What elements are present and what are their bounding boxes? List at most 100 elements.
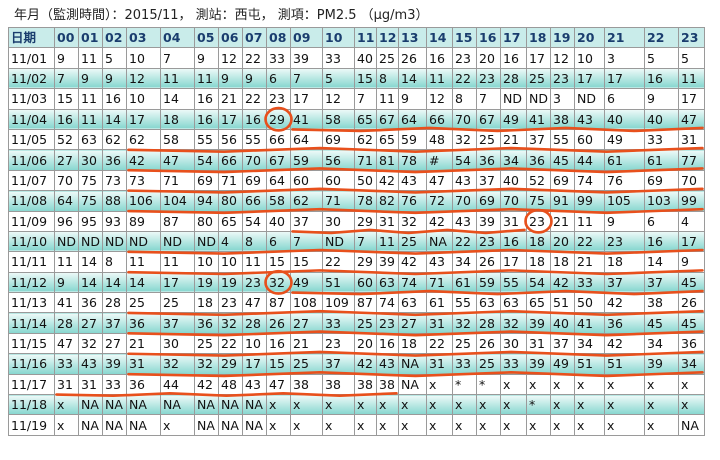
value-cell: 40 (266, 210, 291, 232)
value-cell: 47 (678, 108, 705, 130)
value-cell: 42 (398, 251, 427, 273)
value-cell: 21 (290, 332, 323, 355)
table-row: 11/04 16 11 14 17 18 16 17 16 29 41 58 65 67 64 66 70 67 4… (8, 108, 705, 130)
value-cell: 27 (54, 149, 79, 171)
value-cell: 51 (550, 292, 575, 314)
value-cell: 23 (242, 271, 267, 294)
value-cell: x (54, 414, 79, 436)
header-row: 日期 00 01 02 03 04 05 06 07 08 09 10 11 12 13 14 15 16 17 18… (8, 26, 705, 49)
value-cell: 43 (452, 169, 477, 192)
value-cell: x (290, 394, 323, 416)
value-cell: 11 (160, 67, 195, 90)
value-cell: x (526, 373, 551, 396)
value-cell: 9 (218, 67, 243, 90)
date-cell: 11/09 (8, 210, 55, 232)
value-cell: 95 (78, 210, 103, 232)
value-cell: 37 (476, 169, 501, 192)
column-header: 05 (194, 26, 219, 49)
value-cell: 17 (500, 251, 527, 273)
value-cell: 39 (102, 353, 127, 375)
value-cell: x (500, 373, 527, 396)
value-cell: 31 (426, 312, 453, 334)
column-header: 23 (678, 26, 705, 49)
value-cell: 39 (644, 353, 679, 375)
value-cell: x (322, 414, 355, 436)
value-cell: 12 (550, 47, 575, 69)
value-cell: 21 (500, 128, 527, 151)
value-cell: 49 (604, 128, 645, 151)
value-cell: 52 (526, 169, 551, 192)
value-cell: x (452, 394, 477, 416)
value-cell: 81 (376, 149, 399, 171)
value-cell: 16 (54, 108, 79, 130)
value-cell: 64 (54, 190, 79, 212)
value-cell: 12 (322, 88, 355, 110)
value-cell: 8 (376, 67, 399, 90)
value-cell: 55 (242, 128, 267, 151)
value-cell: 69 (194, 169, 219, 192)
value-cell: 17 (574, 67, 605, 90)
value-cell: 94 (194, 190, 219, 212)
value-cell: 70 (54, 169, 79, 192)
value-cell: ND (160, 230, 195, 253)
value-cell: 18 (160, 108, 195, 130)
value-cell: * (452, 373, 477, 396)
value-cell: 14 (102, 108, 127, 130)
value-cell: 30 (78, 149, 103, 171)
value-cell: 32 (452, 128, 477, 151)
value-cell: NA (102, 394, 127, 416)
value-cell: 73 (102, 169, 127, 192)
table-row: 11/01 9 11 5 10 7 9 12 22 33 39 33 40 25 26 16 23 20 16 17 1… (8, 47, 705, 69)
value-cell: 16 (242, 108, 267, 130)
value-cell: 45 (550, 149, 575, 171)
value-cell: 25 (526, 67, 551, 90)
value-cell: 42 (426, 210, 453, 232)
column-header: 11 (354, 26, 377, 49)
value-cell: 80 (194, 210, 219, 232)
value-cell: 88 (102, 190, 127, 212)
value-cell: 28 (242, 312, 267, 334)
value-cell: NA (78, 394, 103, 416)
value-cell: x (476, 394, 501, 416)
column-header: 06 (218, 26, 243, 49)
value-cell: 72 (426, 190, 453, 212)
value-cell: 27 (78, 312, 103, 334)
value-cell: 66 (242, 190, 267, 212)
value-cell: 78 (354, 190, 377, 212)
value-cell: 70 (452, 108, 477, 130)
value-cell: 77 (678, 149, 705, 171)
value-cell: 3 (604, 47, 645, 69)
table-row: 11/17 31 31 33 36 44 42 48 43 47 38 38 38 38 NA x * * x x x x… (8, 373, 705, 396)
value-cell: 75 (78, 190, 103, 212)
value-cell: 8 (102, 251, 127, 273)
value-cell: 49 (500, 108, 527, 130)
value-cell: 91 (550, 190, 575, 212)
value-cell: 44 (160, 373, 195, 396)
value-cell: 7 (160, 47, 195, 69)
value-cell: 42 (604, 332, 645, 355)
value-cell: 16 (644, 67, 679, 90)
value-cell: 71 (160, 169, 195, 192)
value-cell: 51 (604, 353, 645, 375)
value-cell: 11 (376, 88, 399, 110)
value-cell: 16 (266, 332, 291, 355)
value-cell: 16 (102, 88, 127, 110)
date-cell: 11/04 (8, 108, 55, 130)
value-cell: 16 (644, 230, 679, 253)
value-cell: 62 (102, 128, 127, 151)
value-cell: 10 (194, 251, 219, 273)
value-cell: 14 (102, 271, 127, 294)
value-cell: 36 (126, 312, 161, 334)
value-cell: 18 (550, 251, 575, 273)
value-cell: 10 (218, 251, 243, 273)
value-cell: 26 (476, 332, 501, 355)
value-cell: 21 (550, 210, 575, 232)
value-cell: x (452, 414, 477, 436)
value-cell: NA (398, 353, 427, 375)
value-cell: 40 (550, 312, 575, 334)
value-cell: x (500, 414, 527, 436)
value-cell: NA (102, 414, 127, 436)
value-cell: NA (678, 414, 705, 436)
value-cell: * (476, 373, 501, 396)
value-cell: 38 (376, 373, 399, 396)
